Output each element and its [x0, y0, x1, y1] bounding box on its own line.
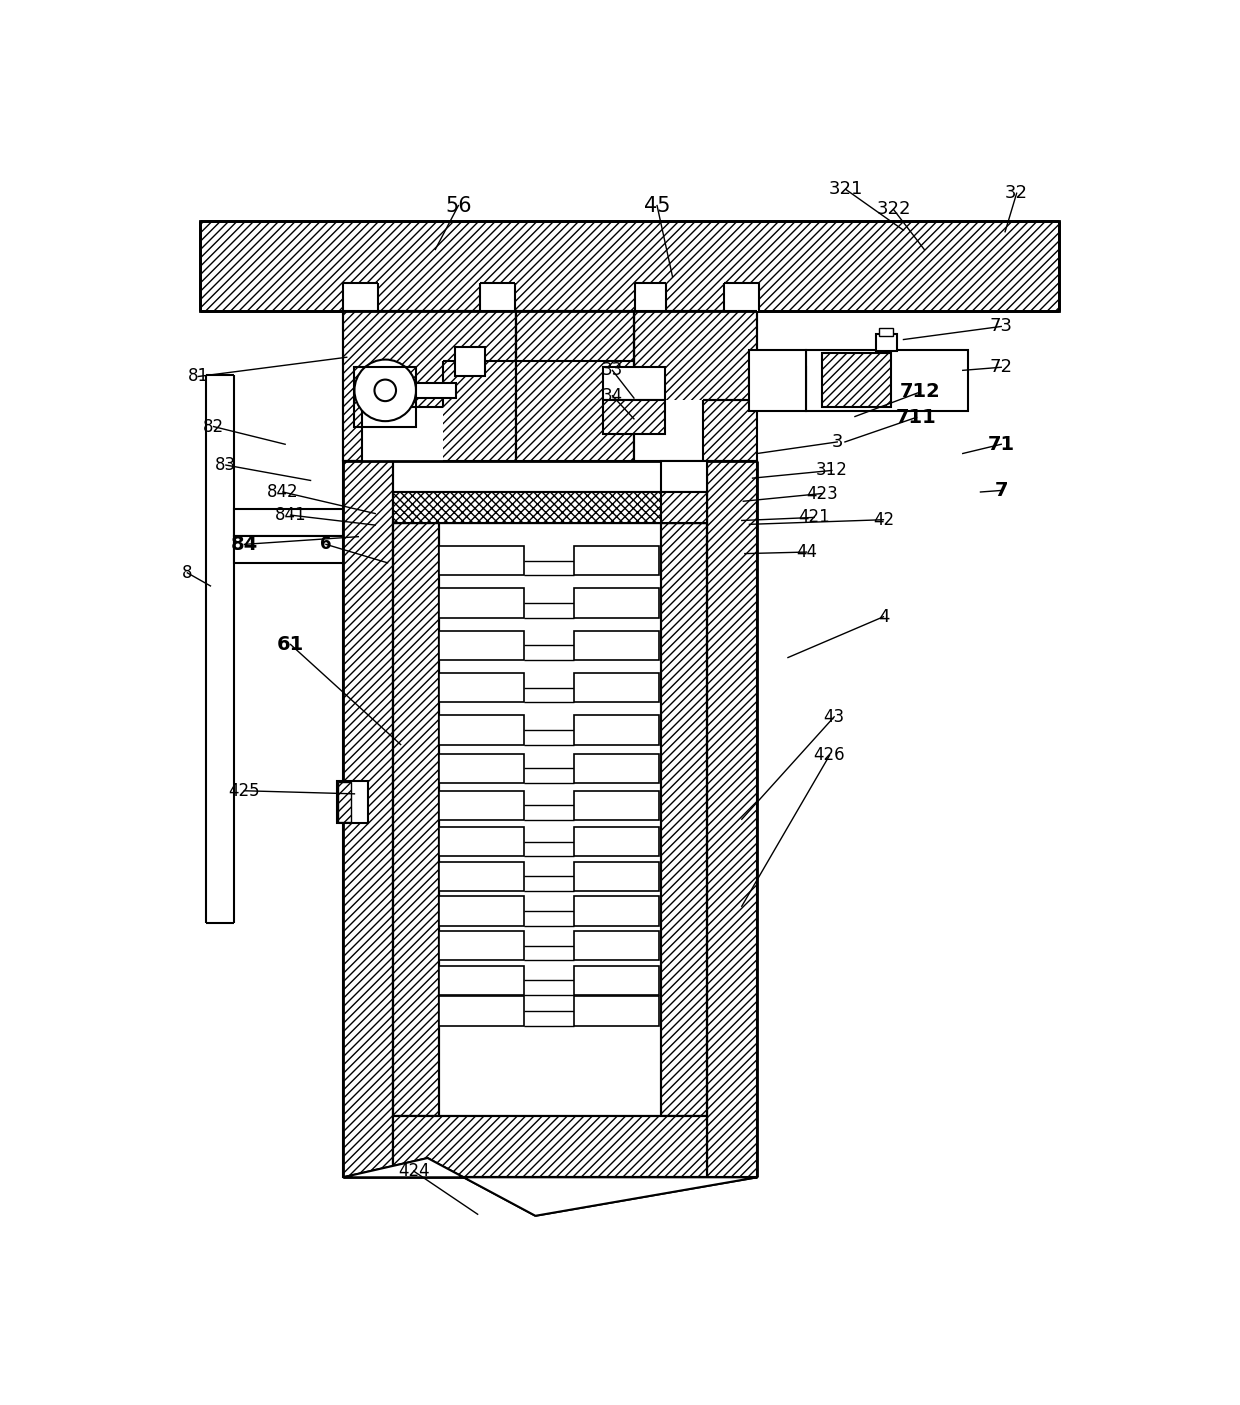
Bar [339, 783, 351, 822]
Text: 56: 56 [445, 195, 471, 215]
Bar [574, 791, 658, 821]
Bar [707, 461, 758, 1177]
Bar [439, 715, 523, 745]
Text: 8: 8 [182, 563, 192, 582]
Text: 712: 712 [900, 382, 941, 402]
Bar [343, 282, 377, 311]
Text: 3: 3 [832, 433, 843, 451]
Circle shape [374, 379, 396, 402]
Text: 82: 82 [203, 417, 224, 436]
Bar [574, 673, 658, 702]
Bar [393, 1116, 707, 1177]
Text: 71: 71 [988, 434, 1014, 454]
Bar [439, 791, 523, 821]
Bar [455, 347, 485, 377]
Bar [233, 535, 343, 563]
Text: 61: 61 [277, 635, 304, 653]
Bar [439, 589, 523, 618]
Bar [393, 492, 707, 523]
Bar [634, 311, 758, 461]
Text: 312: 312 [816, 461, 848, 479]
Bar [439, 547, 523, 575]
Bar [574, 715, 658, 745]
Bar [879, 327, 893, 336]
Bar [574, 896, 658, 926]
Bar [822, 354, 892, 407]
Bar [417, 382, 456, 398]
Bar [661, 461, 707, 492]
Text: 6: 6 [320, 535, 332, 554]
Bar [233, 509, 343, 535]
Bar [875, 334, 898, 351]
Bar [439, 896, 523, 926]
Bar [362, 407, 443, 461]
Text: 421: 421 [799, 509, 830, 527]
Bar [439, 673, 523, 702]
Bar [635, 282, 666, 311]
Text: 81: 81 [187, 368, 208, 385]
Bar [603, 399, 665, 434]
Bar [393, 523, 439, 1116]
Text: 4: 4 [878, 608, 889, 625]
Bar [439, 932, 523, 960]
Text: 83: 83 [216, 457, 237, 473]
Bar [749, 367, 806, 389]
Bar [480, 282, 515, 311]
Text: 424: 424 [398, 1162, 429, 1180]
Bar [574, 996, 658, 1026]
Text: 42: 42 [873, 511, 894, 528]
Bar [603, 367, 665, 399]
Bar [201, 221, 1059, 311]
Text: 7: 7 [994, 481, 1008, 500]
Text: 321: 321 [828, 180, 863, 198]
Bar [355, 367, 417, 427]
Bar [439, 996, 523, 1026]
Bar [574, 828, 658, 856]
Bar [439, 754, 523, 783]
Bar [439, 861, 523, 891]
Bar [439, 828, 523, 856]
Text: 33: 33 [601, 361, 622, 379]
Bar [634, 399, 703, 461]
Text: 44: 44 [796, 544, 817, 561]
Bar [343, 311, 516, 461]
Text: 84: 84 [231, 535, 258, 554]
Text: 711: 711 [897, 407, 937, 427]
Bar [724, 282, 759, 311]
Bar [661, 523, 707, 1116]
Text: 842: 842 [267, 483, 299, 502]
Text: 841: 841 [275, 506, 306, 524]
Bar [516, 311, 634, 461]
Text: 322: 322 [877, 201, 910, 218]
Bar [337, 781, 367, 823]
Bar [574, 861, 658, 891]
Bar [574, 932, 658, 960]
Bar [661, 492, 707, 523]
Bar [439, 631, 523, 660]
Text: 34: 34 [601, 386, 622, 405]
Text: 426: 426 [813, 746, 846, 764]
Bar [343, 461, 393, 1177]
Polygon shape [343, 1158, 758, 1215]
Bar [439, 965, 523, 995]
Text: 72: 72 [990, 358, 1013, 377]
Bar [574, 754, 658, 783]
Text: 425: 425 [228, 781, 260, 799]
Bar [749, 350, 806, 412]
Text: 32: 32 [1006, 184, 1028, 202]
Bar [574, 547, 658, 575]
Bar [806, 350, 968, 412]
Text: 45: 45 [644, 195, 671, 215]
Bar [574, 631, 658, 660]
Text: 73: 73 [990, 318, 1013, 336]
Bar [574, 965, 658, 995]
Bar [574, 589, 658, 618]
Text: 423: 423 [806, 485, 838, 503]
Circle shape [355, 360, 417, 422]
Text: 43: 43 [823, 708, 844, 726]
